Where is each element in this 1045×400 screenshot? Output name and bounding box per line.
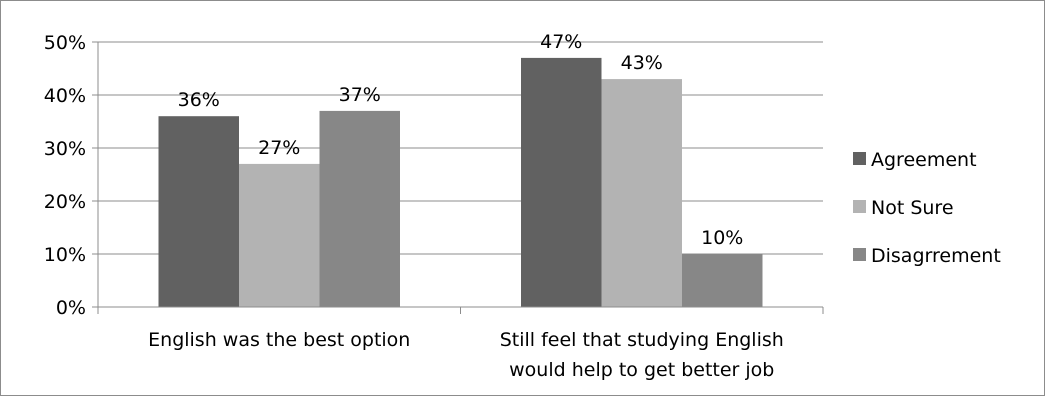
legend-swatch-disagrrement	[853, 248, 866, 261]
bar-not-sure-0	[239, 164, 320, 307]
data-label-not-sure-0: 27%	[258, 137, 300, 159]
data-label-not-sure-1: 43%	[621, 52, 663, 74]
bar-agreement-0	[159, 116, 240, 307]
y-tick-label-20: 20%	[44, 191, 86, 213]
y-tick-label-10: 10%	[44, 244, 86, 266]
category-label-1-0: Still feel that studying English	[500, 329, 784, 351]
bar-disagrrement-1	[682, 254, 763, 307]
legend-label-not-sure: Not Sure	[871, 197, 954, 219]
legend-swatch-not-sure	[853, 200, 866, 213]
legend-label-disagrrement: Disagrrement	[871, 245, 1001, 267]
y-tick-label-50: 50%	[44, 32, 86, 54]
y-tick-label-0: 0%	[56, 297, 86, 319]
bar-not-sure-1	[602, 79, 683, 307]
legend: Agreement Not Sure Disagrrement	[853, 149, 1001, 267]
y-tick-label-30: 30%	[44, 138, 86, 160]
legend-swatch-agreement	[853, 152, 866, 165]
y-tick-label-40: 40%	[44, 85, 86, 107]
bar-agreement-1	[521, 58, 602, 307]
data-label-disagrrement-0: 37%	[339, 84, 381, 106]
category-label-1-1: would help to get better job	[509, 359, 774, 381]
data-label-agreement-1: 47%	[540, 31, 582, 53]
data-label-agreement-0: 36%	[178, 89, 220, 111]
category-label-0-0: English was the best option	[148, 329, 410, 351]
data-label-disagrrement-1: 10%	[701, 227, 743, 249]
legend-label-agreement: Agreement	[871, 149, 977, 171]
bar-disagrrement-0	[320, 111, 401, 307]
